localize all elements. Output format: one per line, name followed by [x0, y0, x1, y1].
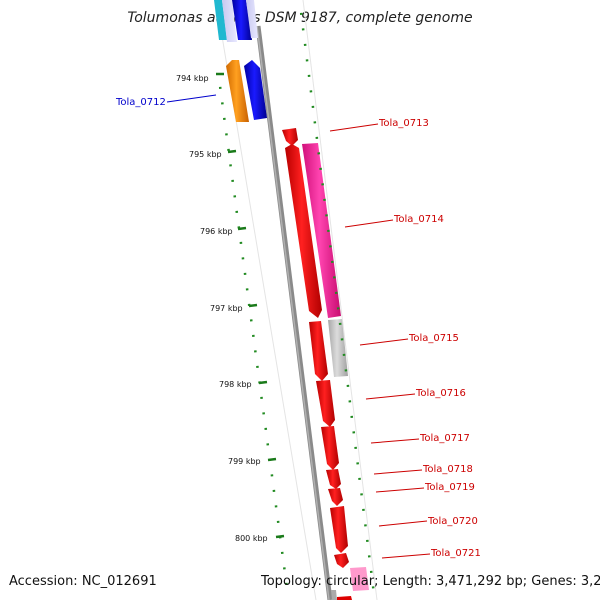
gene-pale-top [222, 0, 237, 42]
scale-major-tick [258, 380, 268, 385]
leader-line [329, 123, 379, 132]
gene-tola-0715 [309, 321, 328, 381]
scale-label: 797 kbp [210, 304, 243, 313]
scale-label: 795 kbp [189, 150, 222, 159]
topology-text: Topology: circular; Length: 3,471,292 bp… [261, 574, 600, 589]
scale-major-tick [227, 149, 237, 154]
gene-gray-bottom [331, 590, 337, 600]
gene-blue-top [232, 0, 252, 40]
feature-magenta [302, 143, 341, 318]
gene-label-tola-0715: Tola_0715 [408, 333, 459, 344]
gene-cyan-top [214, 0, 227, 40]
gene-label-tola-0721: Tola_0721 [430, 548, 481, 559]
scale-label: 800 kbp [235, 534, 268, 543]
leader-line [378, 520, 428, 527]
gene-tola-0718 [326, 469, 341, 489]
leader-line [344, 219, 394, 228]
gene-label-tola-0717: Tola_0717 [419, 433, 470, 444]
accession-text: Accession: NC_012691 [9, 574, 157, 589]
scale-major-tick [267, 457, 277, 462]
gene-label-tola-0716: Tola_0716 [415, 388, 466, 399]
scale-label: 794 kbp [176, 74, 209, 83]
feature-pink-bottom [350, 567, 369, 591]
gene-tola-0714 [285, 144, 322, 318]
gene-tola-0721 [334, 553, 349, 568]
gene-tola-0719 [328, 488, 343, 506]
gene-tola-0713 [282, 128, 298, 146]
scale-ticks-right [299, 12, 375, 589]
gene-tola-0717 [321, 426, 339, 470]
map-track-outline-right [302, 0, 378, 600]
gene-label-tola-0713: Tola_0713 [378, 118, 429, 129]
gene-label-tola-0714: Tola_0714 [393, 214, 444, 225]
gene-orange [226, 60, 249, 122]
genome-backbone-highlight [256, 25, 330, 600]
genome-backbone [255, 25, 333, 600]
scale-label: 796 kbp [200, 227, 233, 236]
gene-label-tola-0712: Tola_0712 [115, 97, 166, 108]
map-title: Tolumonas auensis DSM 9187, complete gen… [127, 10, 473, 26]
leader-line [166, 94, 217, 103]
gene-tola-0716 [316, 380, 335, 427]
gene-label-tola-0718: Tola_0718 [422, 464, 473, 475]
leader-line [365, 393, 416, 400]
scale-major-tick [275, 534, 285, 539]
scale-major-tick [237, 226, 247, 231]
gene-label-tola-0720: Tola_0720 [427, 516, 478, 527]
scale-label: 799 kbp [228, 457, 261, 466]
leader-line [359, 338, 409, 346]
gene-red-bottom [337, 596, 352, 600]
gene-label-tola-0719: Tola_0719 [424, 482, 475, 493]
leader-line [373, 469, 423, 475]
feature-gray [328, 319, 348, 377]
leader-line [375, 487, 425, 493]
leader-line [381, 553, 431, 559]
gene-tola-0712 [244, 60, 267, 120]
gene-pale-top-2 [246, 0, 258, 38]
scale-major-tick [248, 303, 258, 308]
gene-tola-0720 [330, 506, 348, 553]
scale-label: 798 kbp [219, 380, 252, 389]
leader-line [370, 438, 420, 444]
scale-labels: 794 kbp 795 kbp 796 kbp 797 kbp 798 kbp … [176, 72, 285, 543]
